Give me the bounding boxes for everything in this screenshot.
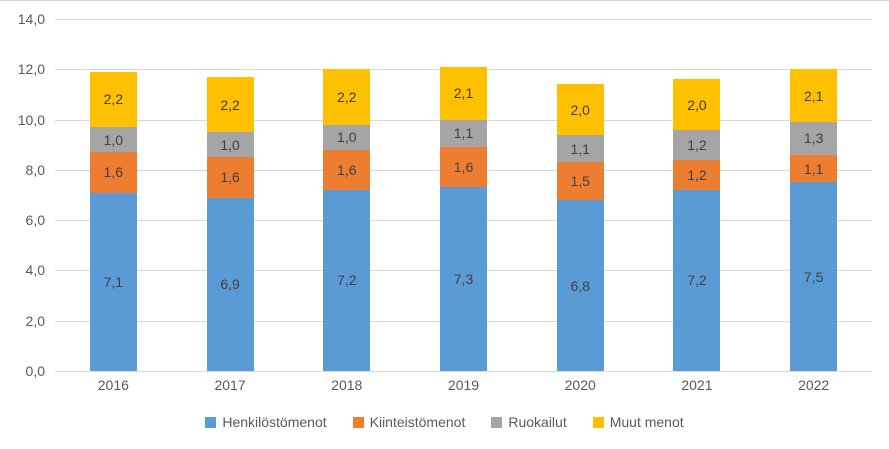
legend-swatch-ruokailut <box>491 416 503 428</box>
bar-value-label: 7,2 <box>337 272 357 289</box>
bar-segment: 7,1 <box>89 192 137 371</box>
legend-item-ruokailut: Ruokailut <box>491 414 567 430</box>
bar-segment: 1,2 <box>673 129 721 160</box>
bar-value-label: 1,6 <box>220 169 240 186</box>
y-axis-tick-label: 4,0 <box>25 262 45 279</box>
bar-segment: 1,2 <box>673 159 721 190</box>
bar-segment: 1,6 <box>440 147 487 188</box>
bar-segment: 6,9 <box>206 197 254 371</box>
bar-group-2021: 7,2 1,2 1,2 2,0 <box>673 19 721 371</box>
bar-value-label: 1,6 <box>337 161 357 178</box>
bar-value-label: 1,6 <box>103 164 124 181</box>
bar-segment: 1,1 <box>790 154 838 183</box>
bar-value-label: 1,1 <box>570 140 590 157</box>
bar-value-label: 6,8 <box>570 277 590 294</box>
bar-value-label: 1,3 <box>803 130 824 147</box>
bar-segment: 2,1 <box>440 66 487 120</box>
legend-label-ruokailut: Ruokailut <box>508 414 567 430</box>
plot-area: 7,1 1,6 1,0 2,2 6,9 1,6 1,0 2,2 7,2 1,6 1,0 2,2 7,3 1… <box>55 19 872 372</box>
bar-value-label: 1,6 <box>453 159 474 176</box>
bar-segment: 1,1 <box>556 134 604 163</box>
bar-value-label: 1,0 <box>220 136 240 153</box>
bar-value-label: 7,1 <box>103 273 124 290</box>
bar-group-2019: 7,3 1,6 1,1 2,1 <box>440 19 487 371</box>
bar-value-label: 2,1 <box>803 87 824 104</box>
x-axis-label: 2017 <box>214 377 246 393</box>
x-axis-label: 2022 <box>798 377 830 393</box>
bar-segment: 2,2 <box>89 71 137 128</box>
y-axis-tick-label: 10,0 <box>17 111 45 128</box>
bar-value-label: 2,2 <box>220 96 240 113</box>
bar-segment: 2,2 <box>323 69 371 125</box>
bar-group-2017: 6,9 1,6 1,0 2,2 <box>206 19 254 371</box>
legend-swatch-kiinteistomenot <box>352 416 364 428</box>
y-axis-tick-label: 8,0 <box>25 161 45 178</box>
bar-segment: 1,0 <box>206 132 254 158</box>
bar-group-2016: 7,1 1,6 1,0 2,2 <box>89 19 137 371</box>
gridline <box>55 371 872 372</box>
bar-value-label: 1,0 <box>103 131 124 148</box>
bar-segment: 2,0 <box>673 79 721 130</box>
bar-segment: 1,0 <box>89 127 137 153</box>
bar-value-label: 1,1 <box>453 125 474 142</box>
bar-value-label: 1,2 <box>687 136 707 153</box>
y-axis-tick-label: 2,0 <box>25 312 45 329</box>
legend-swatch-muut-menot <box>592 416 604 428</box>
legend-label-kiinteistomenot: Kiinteistömenot <box>369 414 466 430</box>
y-axis-tick-label: 0,0 <box>25 363 45 379</box>
bar-segment: 7,5 <box>790 182 838 371</box>
legend-item-kiinteistomenot: Kiinteistömenot <box>352 414 466 430</box>
bar-segment: 7,2 <box>673 189 721 371</box>
bar-segment: 7,3 <box>440 187 487 371</box>
legend: Henkilöstömenot Kiinteistömenot Ruokailu… <box>0 414 889 430</box>
bar-segment: 6,8 <box>556 200 604 371</box>
bar-segment: 1,1 <box>440 119 487 148</box>
bar-value-label: 2,2 <box>103 91 124 108</box>
bar-segment: 1,0 <box>323 124 371 150</box>
bar-value-label: 1,2 <box>687 166 707 183</box>
bar-segment: 2,1 <box>790 69 838 123</box>
bar-value-label: 1,0 <box>337 129 357 146</box>
bar-segment: 2,2 <box>206 76 254 133</box>
bar-segment: 2,0 <box>556 84 604 135</box>
bar-value-label: 2,1 <box>453 85 474 102</box>
bar-value-label: 2,2 <box>337 88 357 105</box>
y-axis-tick-label: 6,0 <box>25 212 45 229</box>
x-axis-label: 2018 <box>331 377 363 393</box>
x-axis-label: 2016 <box>97 377 129 393</box>
x-axis-label: 2019 <box>447 377 480 393</box>
x-axis-label: 2020 <box>564 377 596 393</box>
bar-value-label: 7,3 <box>453 271 474 288</box>
y-axis-tick-label: 14,0 <box>17 11 45 27</box>
gridline <box>55 19 872 20</box>
bar-segment: 1,6 <box>206 157 254 198</box>
x-axis-label: 2021 <box>681 377 713 393</box>
bar-value-label: 7,5 <box>803 268 824 285</box>
legend-swatch-henkilostomenot <box>205 416 217 428</box>
bar-value-label: 1,5 <box>570 173 590 190</box>
bar-segment: 7,2 <box>323 189 371 371</box>
bar-group-2022: 7,5 1,1 1,3 2,1 <box>790 19 838 371</box>
bar-value-label: 2,0 <box>687 96 707 113</box>
bar-segment: 1,6 <box>89 152 137 193</box>
legend-item-henkilostomenot: Henkilöstömenot <box>205 414 327 430</box>
bar-segment: 1,3 <box>790 122 838 155</box>
legend-item-muut-menot: Muut menot <box>592 414 684 430</box>
bar-segment: 1,5 <box>556 162 604 201</box>
bar-segment: 1,6 <box>323 149 371 190</box>
bar-value-label: 2,0 <box>570 101 590 118</box>
y-axis-tick-label: 12,0 <box>17 61 45 78</box>
bar-value-label: 6,9 <box>220 276 240 293</box>
bar-value-label: 1,1 <box>803 160 824 177</box>
legend-label-muut-menot: Muut menot <box>609 414 684 430</box>
bar-group-2020: 6,8 1,5 1,1 2,0 <box>556 19 604 371</box>
bar-group-2018: 7,2 1,6 1,0 2,2 <box>323 19 371 371</box>
legend-label-henkilostomenot: Henkilöstömenot <box>222 414 327 430</box>
bar-value-label: 7,2 <box>687 272 707 289</box>
